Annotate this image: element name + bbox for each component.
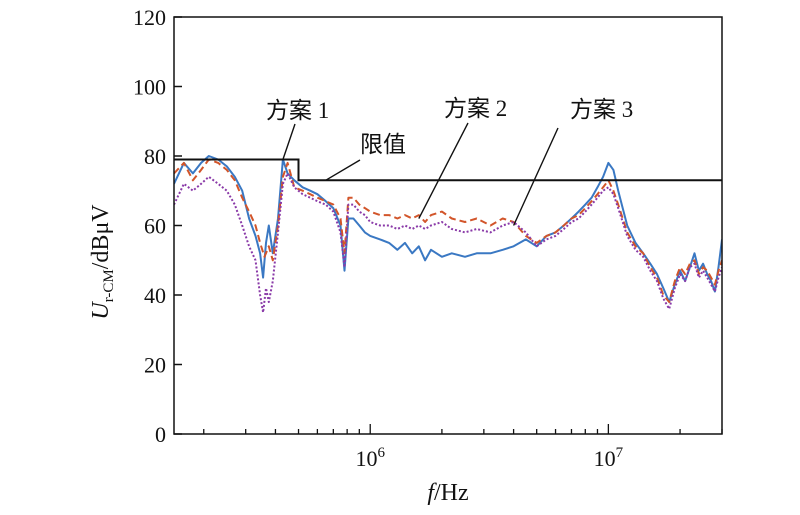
limit-line: [174, 158, 722, 182]
annotation-leader: [512, 127, 559, 226]
y-tick-label: 0: [155, 422, 166, 447]
tick-labels: 0 20 40 60 80 100 120 106 107: [133, 5, 624, 471]
y-tick-label: 80: [144, 144, 166, 169]
x-axis-label: f/Hz: [427, 480, 468, 506]
y-tick-label: 20: [144, 353, 166, 378]
annotation-label: 方案 3: [570, 97, 633, 122]
y-tick-label: 60: [144, 214, 166, 239]
annotation-label: 限值: [360, 132, 406, 157]
annotation-leader: [282, 123, 296, 160]
annotation-label: 方案 1: [266, 98, 329, 123]
annotation-label: 方案 2: [444, 96, 507, 121]
series-line-2: [174, 158, 722, 303]
annotation-leader: [418, 122, 469, 219]
annotations: 方案 1 方案 2 方案 3 限值: [266, 96, 633, 226]
series-line-1: [174, 155, 722, 303]
series-line-3: [174, 172, 722, 314]
y-tick-label: 40: [144, 283, 166, 308]
annotation-leader: [325, 159, 361, 181]
y-tick-label: 100: [133, 75, 166, 100]
x-tick-label: 106: [355, 445, 385, 471]
series-layer: [174, 155, 722, 314]
axes: [173, 16, 723, 435]
limit-layer: [174, 158, 722, 182]
x-tick-label: 107: [594, 445, 624, 471]
y-tick-label: 120: [133, 5, 166, 30]
y-axis-label: Ur-CM/dBμV: [88, 204, 117, 320]
